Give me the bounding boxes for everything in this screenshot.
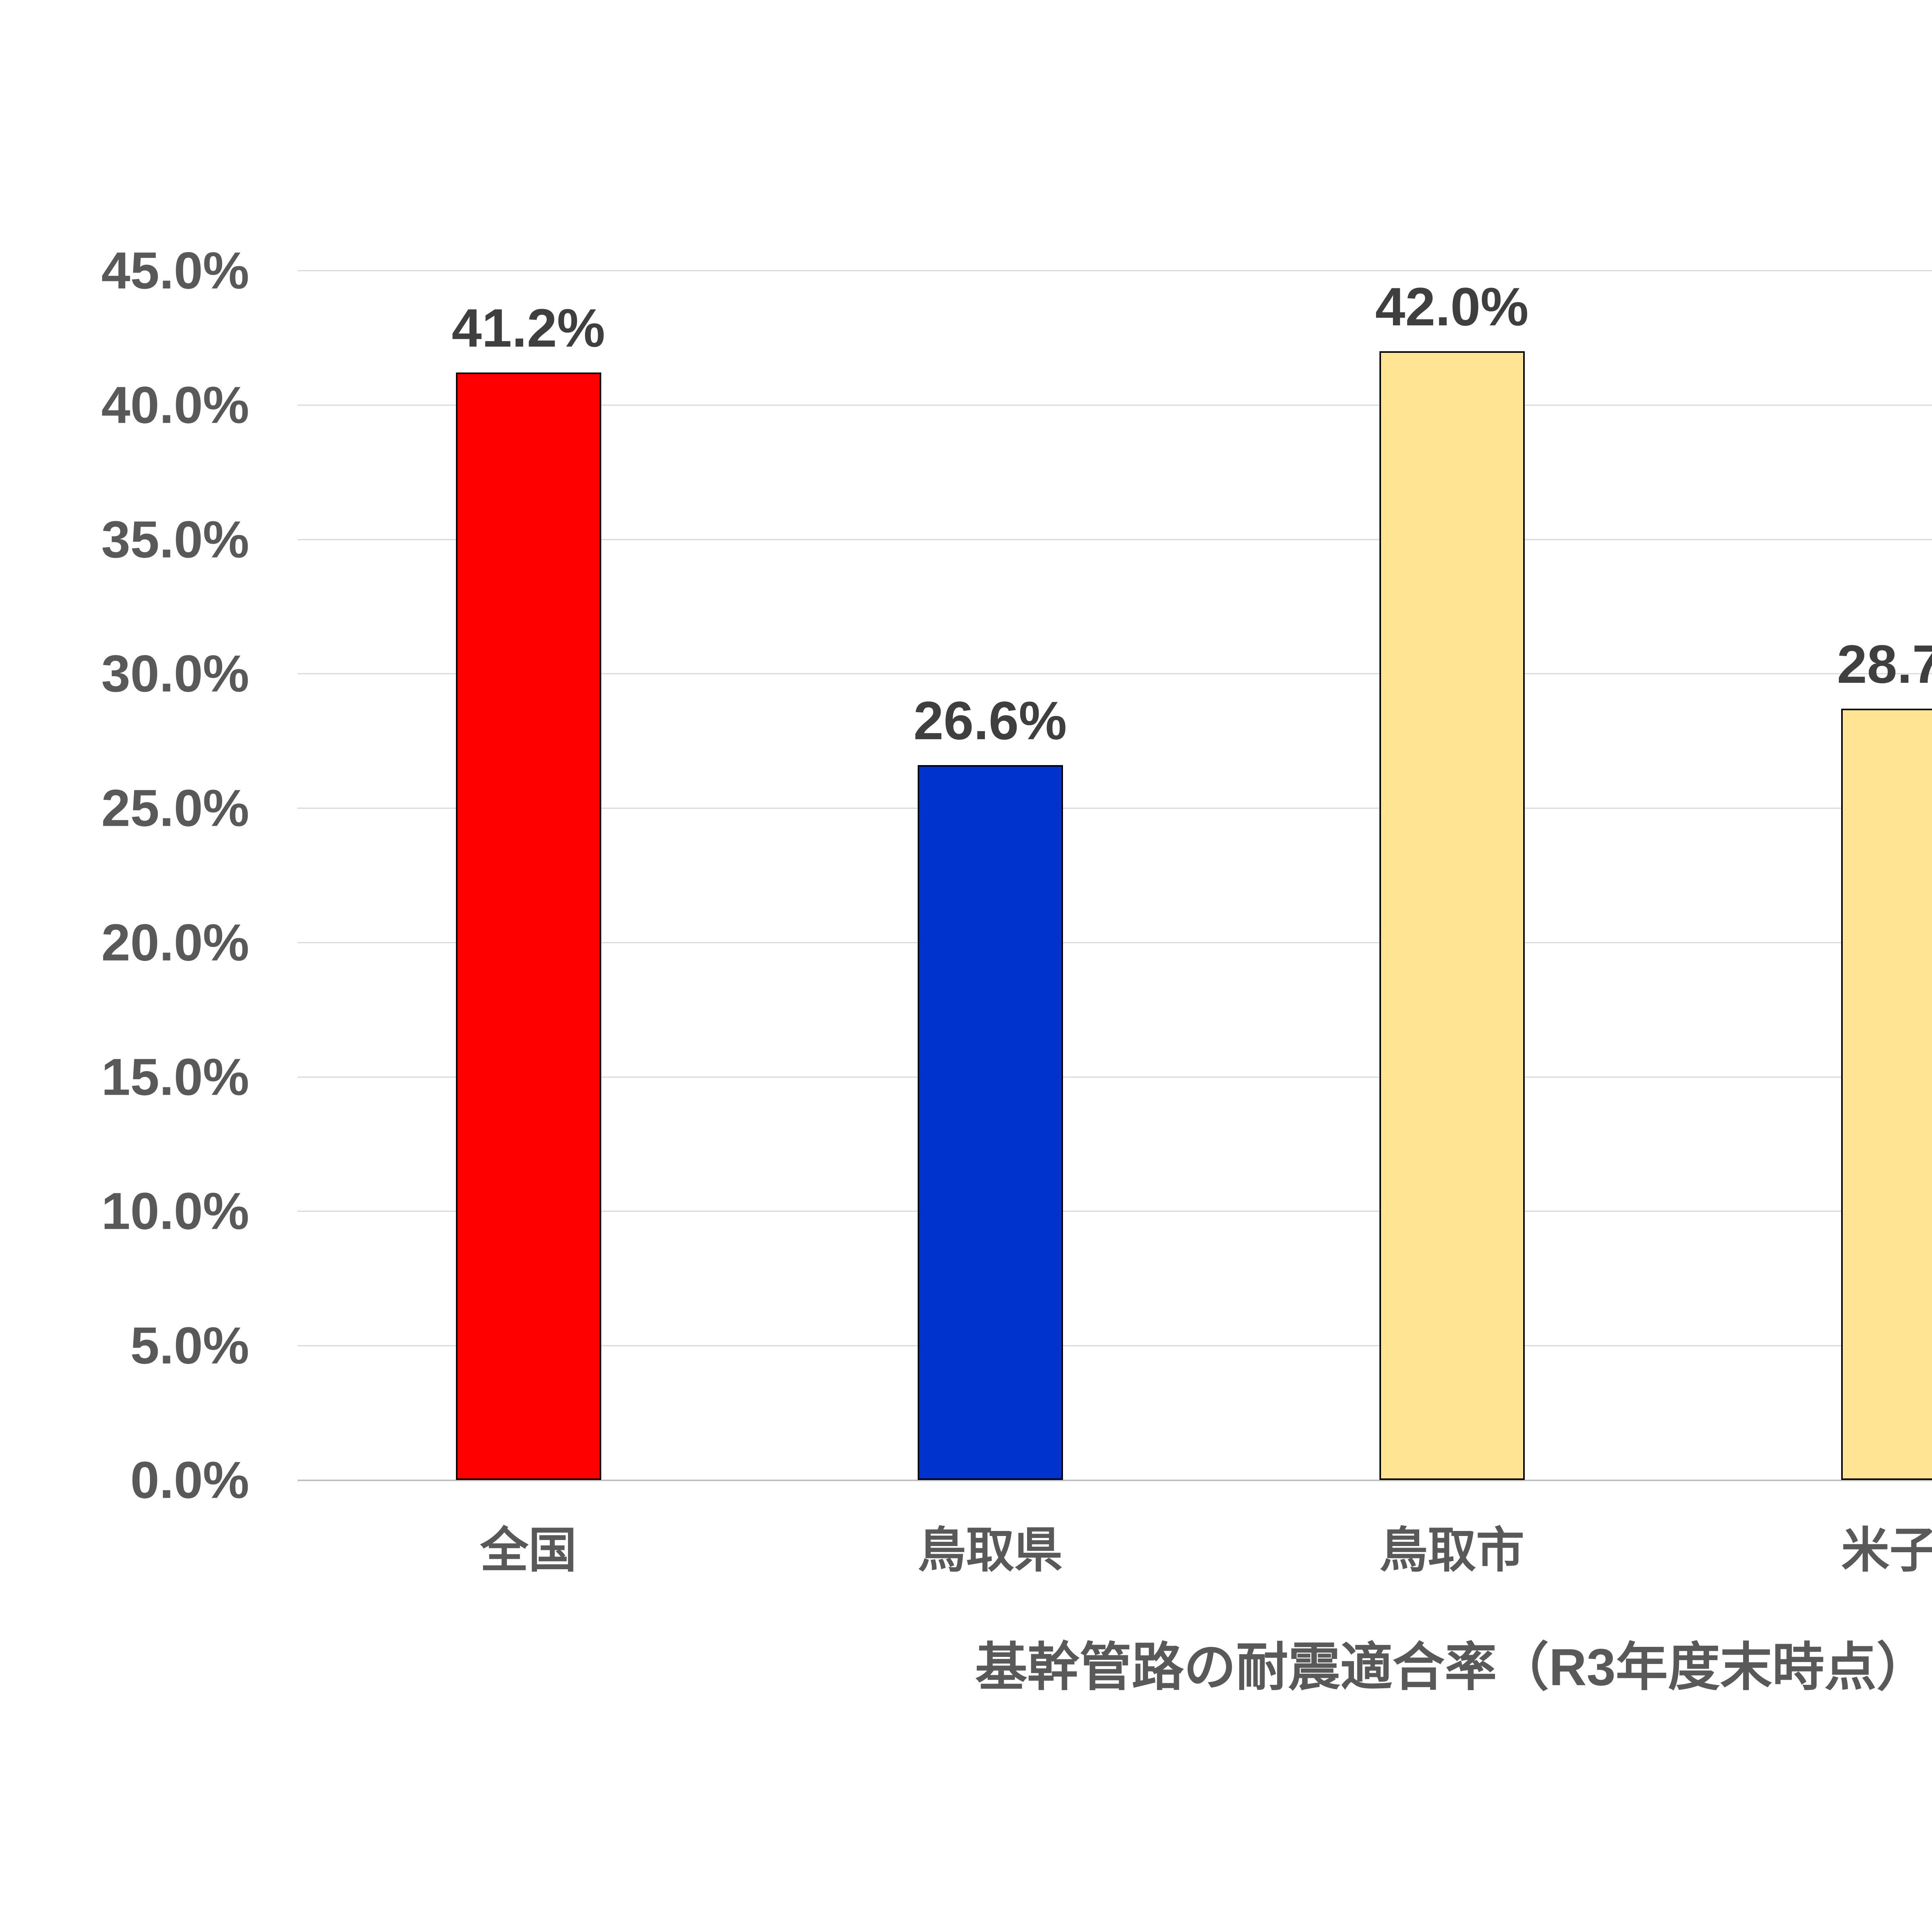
bar-value-label: 26.6% xyxy=(913,690,1067,751)
gridline xyxy=(298,539,1932,540)
x-category-label-鳥取県: 鳥取県 xyxy=(918,1524,1063,1577)
gridline xyxy=(298,270,1932,271)
gridline xyxy=(298,808,1932,809)
gridline xyxy=(298,404,1932,406)
bar-鳥取県 xyxy=(917,765,1063,1480)
bar-value-label: 41.2% xyxy=(452,298,605,359)
bar-米子市 xyxy=(1841,708,1932,1480)
y-tick-label: 40.0% xyxy=(101,376,249,434)
chart-title: 基幹管路の耐震適合率（R3年度末時点） xyxy=(975,1638,1929,1696)
bar-slot: 41.2% xyxy=(298,270,759,1480)
gridline xyxy=(298,673,1932,675)
x-category-label-鳥取市: 鳥取市 xyxy=(1379,1524,1524,1577)
bar-全国 xyxy=(456,373,601,1480)
y-tick-label: 45.0% xyxy=(101,241,249,300)
y-tick-label: 10.0% xyxy=(101,1182,249,1240)
bars-container: 41.2%26.6%42.0%28.7%12.6% xyxy=(298,270,1932,1480)
gridline xyxy=(298,1345,1932,1347)
bar-value-label: 28.7% xyxy=(1837,633,1932,694)
x-axis-labels: 全国鳥取県鳥取市米子市倉吉市 xyxy=(298,1524,1932,1577)
x-axis-line xyxy=(298,1480,1932,1481)
y-tick-label: 35.0% xyxy=(101,510,249,569)
x-category-label-米子市: 米子市 xyxy=(1841,1524,1932,1577)
bar-slot: 26.6% xyxy=(759,270,1221,1480)
y-axis-labels: 0.0% 5.0% 10.0% 15.0% 20.0% 25.0% 30.0% 35.0% 40… xyxy=(0,242,249,1509)
y-tick-label: 25.0% xyxy=(101,779,249,837)
gridline xyxy=(298,1211,1932,1212)
gridline xyxy=(298,1076,1932,1078)
x-category-label-全国: 全国 xyxy=(480,1524,577,1577)
bar-鳥取市 xyxy=(1379,351,1525,1480)
y-tick-label: 0.0% xyxy=(130,1451,249,1509)
bar-slot: 42.0% xyxy=(1221,270,1683,1480)
y-tick-label: 5.0% xyxy=(130,1316,249,1375)
bar-slot: 28.7% xyxy=(1683,270,1932,1480)
y-tick-label: 20.0% xyxy=(101,913,249,972)
bar-value-label: 42.0% xyxy=(1375,276,1529,337)
y-tick-label: 15.0% xyxy=(101,1048,249,1106)
plot-area: 41.2%26.6%42.0%28.7%12.6% xyxy=(298,270,1932,1481)
y-tick-label: 30.0% xyxy=(101,644,249,703)
gridline xyxy=(298,942,1932,943)
